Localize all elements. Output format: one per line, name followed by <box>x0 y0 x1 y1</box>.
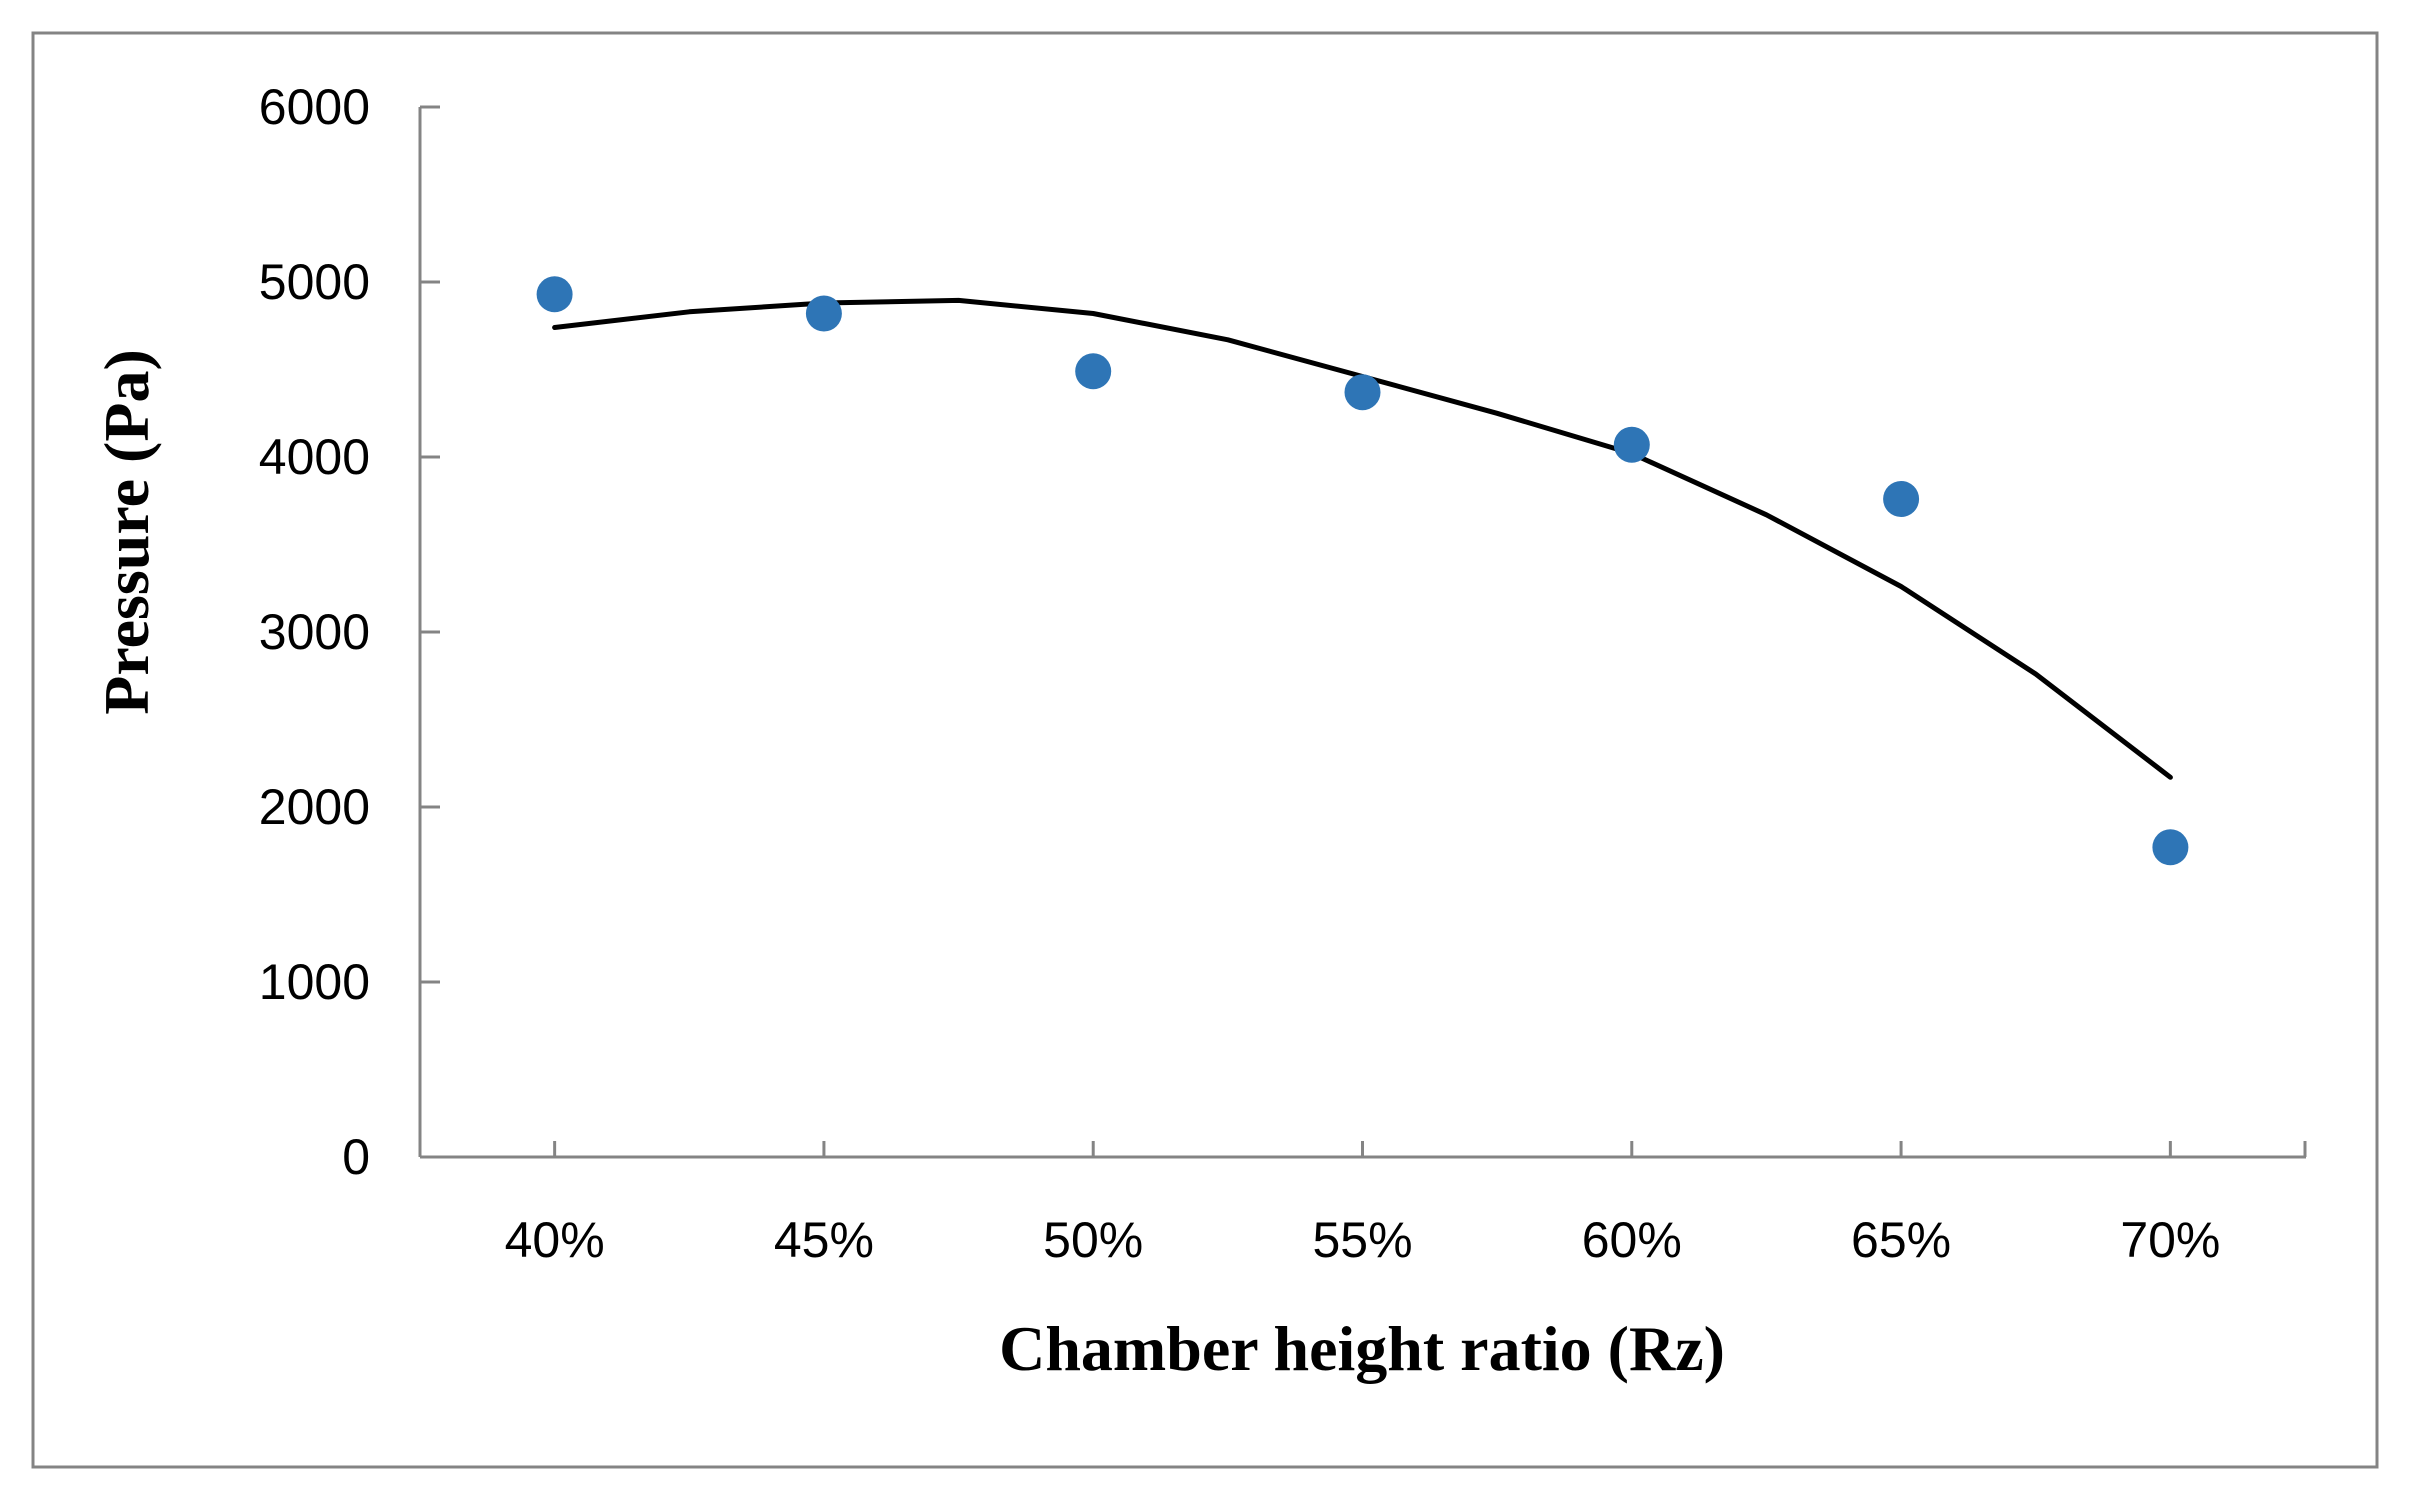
data-point <box>1344 374 1381 411</box>
x-axis-title: Chamber height ratio (Rz) <box>999 1313 1725 1384</box>
y-axis-ticks: 0 1000 2000 3000 4000 5000 6000 <box>259 79 440 1185</box>
data-point <box>1883 481 1920 517</box>
y-tick-label: 5000 <box>259 254 370 310</box>
x-axis-ticks: 40% 45% 50% 55% 60% 65% 70% <box>418 1141 2307 1268</box>
figure-border <box>31 31 2379 1469</box>
x-tick-label: 55% <box>1312 1212 1412 1268</box>
data-point <box>1613 426 1650 463</box>
y-tick-label: 2000 <box>259 779 370 835</box>
scatter-points <box>536 276 2189 866</box>
x-tick-label: 65% <box>1851 1212 1951 1268</box>
data-point <box>536 276 573 313</box>
trendline-path <box>552 297 2173 780</box>
y-axis-title: Pressure (Pa) <box>91 349 162 715</box>
x-tick-label: 50% <box>1043 1212 1143 1268</box>
x-tick-label: 45% <box>774 1212 874 1268</box>
x-tick-label: 70% <box>2120 1212 2220 1268</box>
y-tick-label: 3000 <box>259 604 370 660</box>
data-point <box>2152 829 2189 866</box>
y-tick-label: 0 <box>342 1129 370 1185</box>
x-tick-label: 60% <box>1582 1212 1682 1268</box>
y-tick-label: 6000 <box>259 79 370 135</box>
x-tick-label: 40% <box>505 1212 605 1268</box>
y-tick-label: 4000 <box>259 429 370 485</box>
data-point <box>1075 353 1112 390</box>
y-tick-label: 1000 <box>259 954 370 1010</box>
data-point <box>805 295 842 332</box>
